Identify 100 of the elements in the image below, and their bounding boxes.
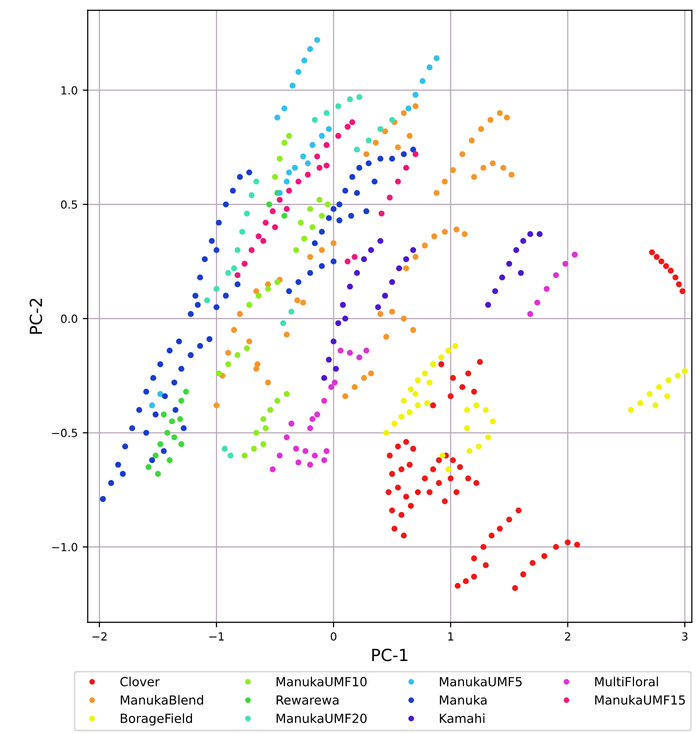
point: [166, 457, 173, 464]
point: [281, 140, 288, 146]
point: [442, 178, 448, 184]
point: [682, 368, 688, 374]
point: [295, 178, 302, 184]
point: [280, 320, 286, 326]
point: [352, 254, 358, 260]
point: [234, 247, 241, 254]
point: [354, 270, 360, 276]
point: [356, 354, 362, 360]
y-tick-label: 0.0: [61, 314, 78, 323]
y-tick-label: 0.5: [61, 200, 78, 209]
point: [321, 375, 328, 381]
y-tick-label: −0.5: [52, 428, 78, 438]
point: [326, 126, 332, 132]
point: [368, 370, 374, 376]
point: [452, 343, 458, 349]
point: [366, 137, 372, 144]
point: [242, 260, 248, 267]
point: [324, 142, 330, 148]
point: [356, 94, 362, 100]
point: [248, 192, 255, 198]
point: [276, 156, 283, 162]
point: [324, 201, 331, 208]
x-tick-label: 2: [565, 632, 570, 640]
point: [476, 444, 482, 450]
point: [403, 265, 410, 272]
point: [314, 153, 320, 160]
legend-label: Clover: [120, 676, 160, 686]
y-axis-title: PC-2: [30, 298, 42, 334]
point: [335, 132, 342, 139]
point: [395, 178, 401, 184]
point: [324, 110, 330, 116]
point: [272, 224, 278, 230]
point: [326, 356, 332, 363]
point: [368, 247, 374, 254]
point: [426, 64, 433, 70]
point: [225, 270, 232, 276]
point: [244, 210, 250, 216]
point: [378, 210, 385, 216]
point: [307, 254, 314, 260]
legend-label: Manuka: [440, 695, 487, 705]
point: [454, 226, 460, 232]
point: [214, 286, 220, 292]
point: [260, 238, 266, 244]
point: [431, 233, 438, 240]
point: [236, 311, 243, 317]
point: [284, 390, 290, 397]
point: [286, 169, 292, 176]
legend-label: ManukaUMF5: [440, 676, 522, 686]
point: [284, 206, 290, 212]
point: [272, 174, 278, 180]
point: [295, 68, 302, 75]
point: [246, 302, 252, 308]
point: [500, 164, 506, 171]
point: [485, 434, 492, 440]
point: [157, 441, 164, 448]
point: [335, 320, 342, 326]
point: [459, 151, 466, 158]
point: [490, 418, 496, 424]
point: [239, 228, 246, 235]
point: [267, 406, 274, 413]
point: [406, 409, 413, 416]
point: [347, 96, 353, 102]
point: [293, 446, 300, 452]
point: [157, 390, 164, 397]
point: [403, 256, 410, 262]
point: [372, 140, 379, 146]
point: [300, 300, 306, 306]
point: [361, 375, 367, 381]
point: [438, 354, 444, 360]
legend-label: ManukaUMF15: [595, 695, 685, 705]
point: [492, 288, 498, 294]
point: [304, 160, 311, 166]
point: [340, 302, 346, 308]
point: [146, 464, 152, 470]
x-tick-label: 0: [330, 632, 336, 641]
point: [386, 194, 393, 200]
point: [410, 327, 416, 333]
point: [214, 402, 220, 408]
point: [420, 78, 426, 84]
point: [434, 55, 440, 62]
point: [342, 393, 348, 400]
point: [414, 377, 421, 384]
point: [253, 366, 260, 372]
point: [518, 270, 524, 276]
point: [321, 398, 328, 404]
point: [442, 228, 448, 235]
point: [274, 398, 280, 404]
point: [562, 260, 568, 267]
point: [234, 352, 241, 358]
point: [490, 160, 496, 166]
point: [310, 142, 316, 148]
point: [222, 446, 228, 452]
point: [270, 466, 276, 472]
x-axis-title: PC-1: [372, 648, 408, 662]
point: [262, 425, 269, 432]
point: [177, 416, 184, 422]
point: [290, 82, 296, 89]
point: [318, 132, 325, 139]
